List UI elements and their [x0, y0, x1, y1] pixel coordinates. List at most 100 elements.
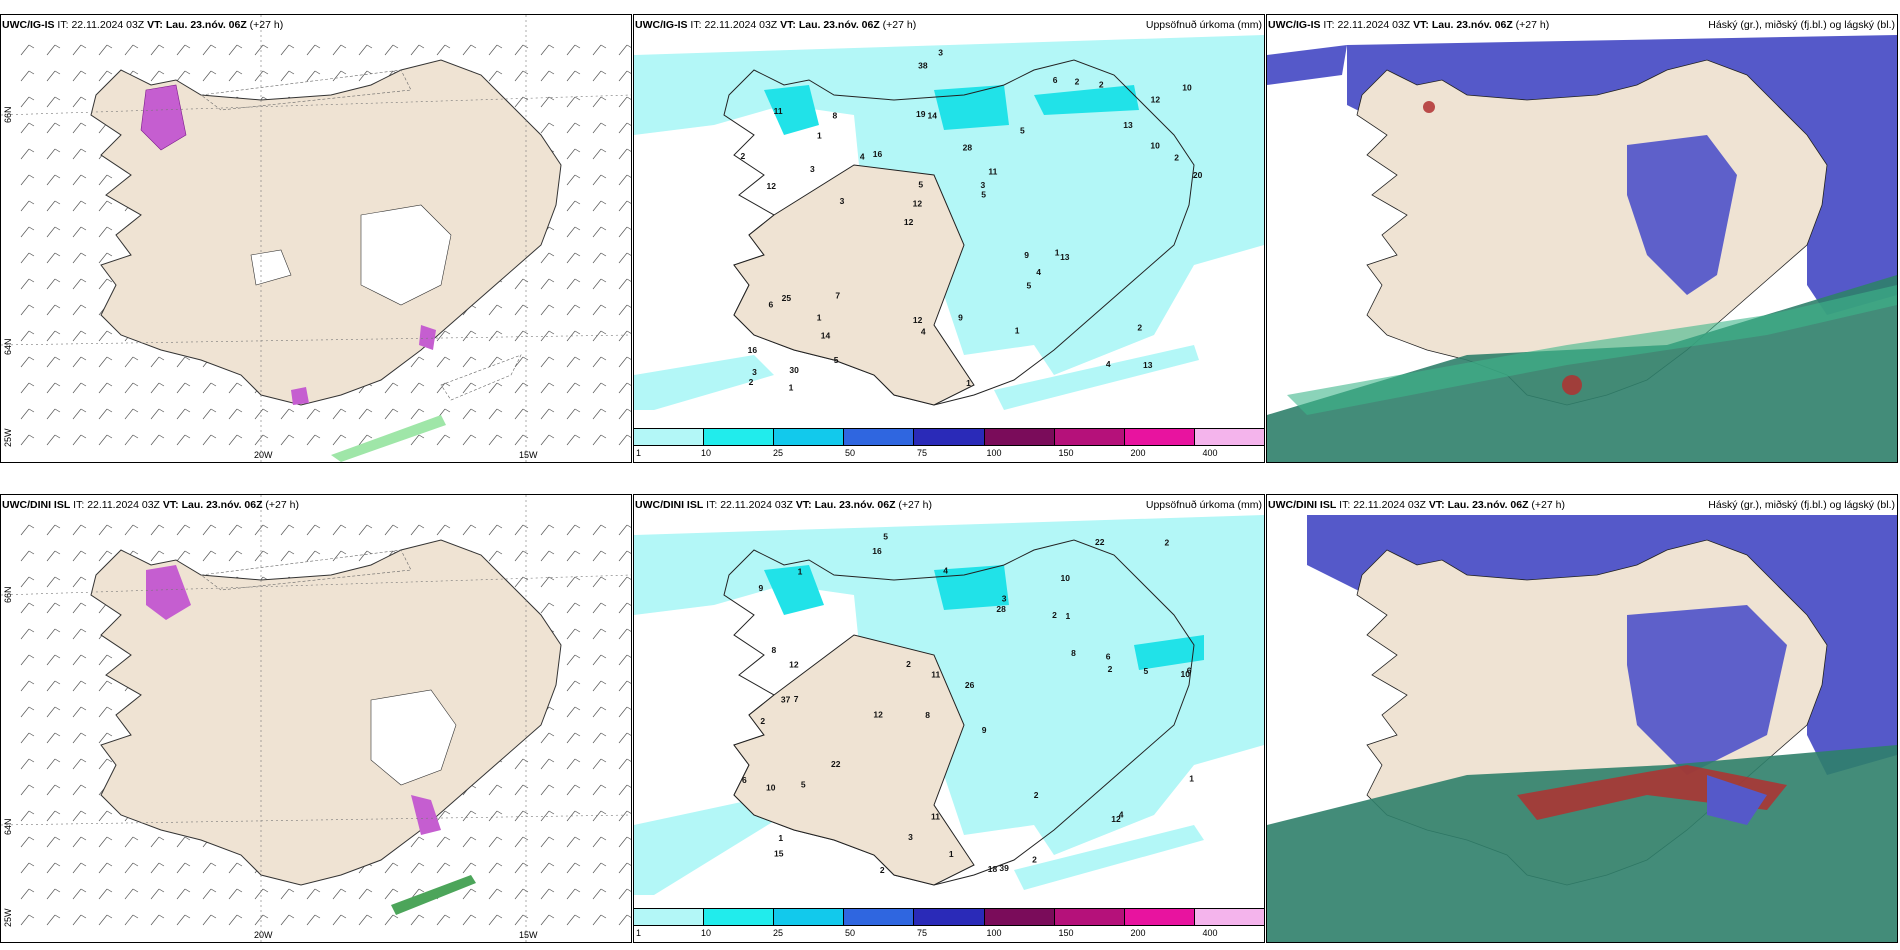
wind-barb	[488, 382, 503, 394]
wind-barb	[514, 758, 529, 770]
precip-value: 7	[794, 694, 799, 704]
colorbar-swatch	[1194, 429, 1264, 445]
wind-barb	[124, 524, 139, 536]
precip-value: 4	[943, 566, 948, 576]
wind-barb	[566, 628, 581, 640]
wind-barb	[150, 44, 165, 56]
colorbar-label: 100	[986, 448, 1002, 458]
colorbar-swatch	[1124, 909, 1195, 925]
precip-patch	[146, 565, 191, 620]
precip-value: 3	[908, 832, 913, 842]
wind-barb	[384, 524, 399, 536]
cloud-mid-band	[1287, 285, 1897, 415]
wind-barb	[306, 434, 321, 446]
colorbar-label: 150	[1058, 928, 1074, 938]
wind-barb	[228, 434, 243, 446]
wind-barb	[566, 576, 581, 588]
wind-barb	[592, 914, 607, 926]
wind-barb	[358, 550, 373, 562]
colorbar-label: 200	[1130, 928, 1146, 938]
wind-barb	[592, 382, 607, 394]
wind-barb	[566, 758, 581, 770]
wind-barb	[202, 70, 217, 82]
precip-value: 5	[883, 531, 888, 541]
wind-barb	[540, 576, 555, 588]
colorbar-label: 75	[916, 928, 928, 938]
wind-barb	[618, 44, 631, 56]
lon-label: 20W	[254, 450, 273, 460]
colorbar-label: 1	[636, 928, 642, 938]
precip-value: 1	[789, 383, 794, 393]
wind-barb	[20, 122, 35, 134]
colorbar-label: 400	[1202, 928, 1218, 938]
wind-barb	[150, 434, 165, 446]
wind-barb	[20, 278, 35, 290]
precip-value: 2	[1137, 323, 1142, 333]
panel-header: UWC/IG-IS IT: 22.11.2024 03Z VT: Lau. 23…	[2, 19, 284, 31]
precip-value: 22	[1095, 537, 1105, 547]
precip-colorbar	[634, 908, 1264, 926]
wind-barb	[20, 382, 35, 394]
wind-barb	[566, 836, 581, 848]
wind-barb	[488, 70, 503, 82]
wind-barb	[540, 356, 555, 368]
wind-barb	[618, 304, 631, 316]
wind-barb	[592, 602, 607, 614]
wind-barb	[280, 888, 295, 900]
wind-barb	[72, 628, 87, 640]
wind-barb	[72, 96, 87, 108]
wind-barb	[488, 330, 503, 342]
wind-barb	[46, 434, 61, 446]
wind-barb	[46, 200, 61, 212]
wind-barb	[306, 888, 321, 900]
wind-barb	[20, 252, 35, 264]
wind-barb	[618, 602, 631, 614]
panel-header: UWC/IG-IS IT: 22.11.2024 03Z VT: Lau. 23…	[1268, 19, 1895, 31]
wind-barb	[46, 654, 61, 666]
precip-value: 25	[782, 293, 792, 303]
wind-barb	[618, 550, 631, 562]
wind-barb	[150, 356, 165, 368]
precip-patch	[291, 387, 309, 405]
wind-barb	[514, 304, 529, 316]
wind-barb	[72, 356, 87, 368]
colorbar-swatch	[1194, 909, 1264, 925]
wind-barb	[540, 758, 555, 770]
wind-map	[1, 495, 631, 942]
cloud-low-area	[1627, 605, 1787, 775]
wind-barb	[618, 330, 631, 342]
panel-cloud-dini-isl: UWC/DINI ISL IT: 22.11.2024 03Z VT: Lau.…	[1266, 494, 1898, 943]
wind-barb	[540, 252, 555, 264]
wind-barb	[592, 174, 607, 186]
cloud-low-area	[1627, 135, 1737, 295]
wind-barb	[46, 602, 61, 614]
wind-barb	[254, 408, 269, 420]
precip-value: 12	[789, 660, 799, 670]
precip-value: 7	[835, 291, 840, 301]
wind-barb	[462, 408, 477, 420]
wind-barb	[332, 434, 347, 446]
precip-value: 2	[906, 659, 911, 669]
wind-barb	[514, 278, 529, 290]
panel-wind-dini-isl: UWC/DINI ISL IT: 22.11.2024 03Z VT: Lau.…	[0, 494, 632, 943]
wind-barb	[20, 330, 35, 342]
wind-barb	[436, 524, 451, 536]
wind-barb	[462, 44, 477, 56]
wind-barb	[98, 70, 113, 82]
wind-barb	[618, 278, 631, 290]
precip-patch	[411, 795, 441, 835]
precip-value: 2	[1174, 152, 1179, 162]
wind-barb	[384, 862, 399, 874]
wind-barb	[98, 408, 113, 420]
wind-barb	[462, 888, 477, 900]
precip-colorbar-labels: 1 10 25 50 75 100 150 200 400	[634, 448, 1264, 460]
wind-barb	[384, 914, 399, 926]
wind-barb	[306, 550, 321, 562]
wind-barb	[566, 810, 581, 822]
wind-barb	[410, 382, 425, 394]
wind-barb	[488, 524, 503, 536]
cloud-high-spot	[1562, 375, 1582, 395]
wind-barb	[540, 810, 555, 822]
snow-patch	[370, 689, 457, 786]
precip-sea-band	[331, 415, 446, 462]
